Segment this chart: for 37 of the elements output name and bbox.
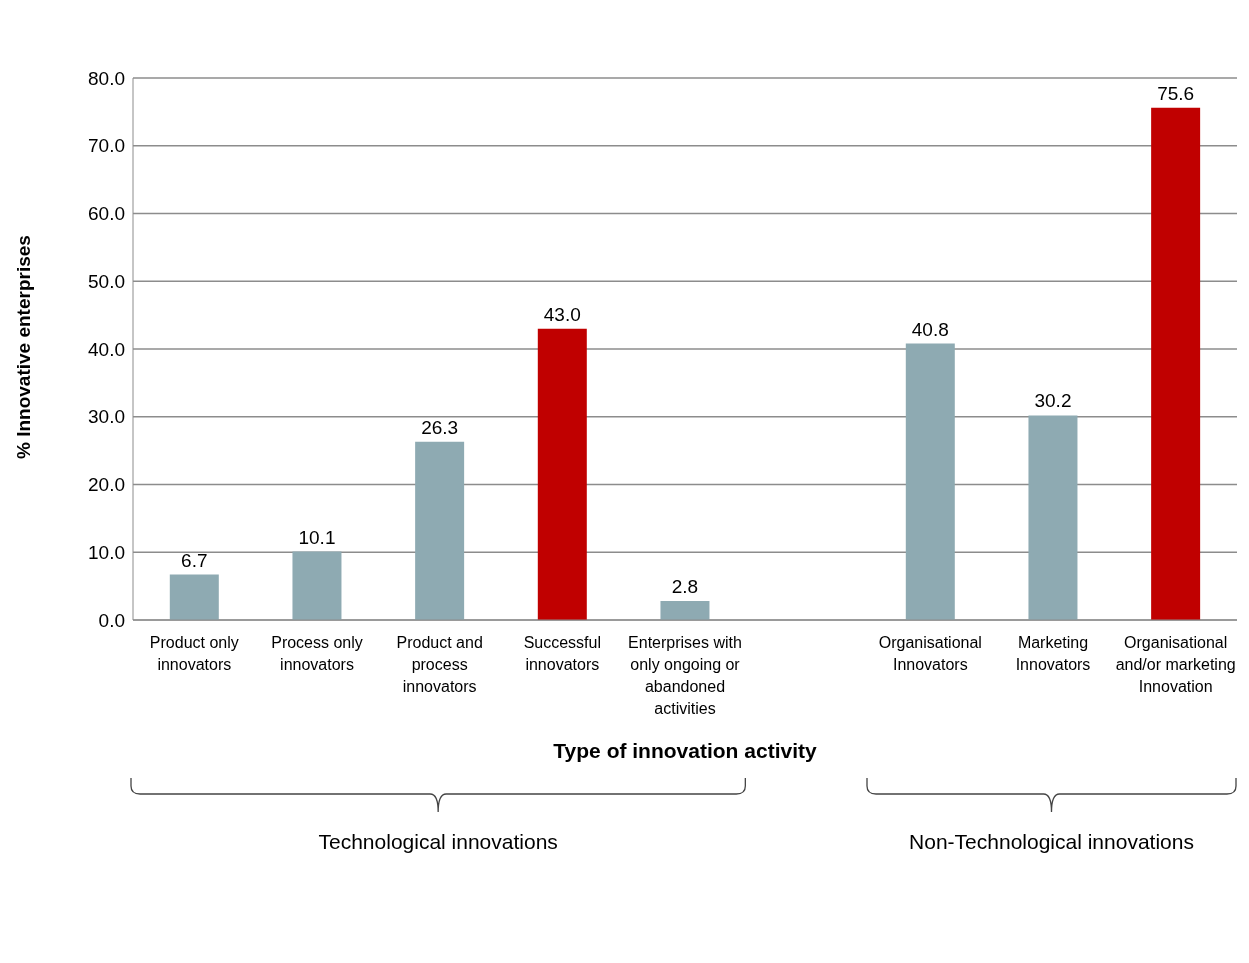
text: Technological innovations <box>317 830 559 854</box>
data-label: 10.1 <box>298 526 336 548</box>
x-tick-label: Marketing Innovators <box>1015 634 1091 673</box>
x-axis-title: Type of innovation activity <box>553 739 817 762</box>
bar <box>415 441 465 620</box>
y-tick-label: 50.0 <box>88 270 125 292</box>
y-tick-label: 20.0 <box>88 474 125 496</box>
data-label: 75.6 <box>1157 82 1195 104</box>
y-tick-label: 40.0 <box>88 338 125 360</box>
y-tick-label: 60.0 <box>88 203 125 225</box>
bar <box>1151 107 1201 620</box>
x-tick-label: Process only innovators <box>271 634 363 673</box>
data-label: 40.8 <box>911 318 949 340</box>
y-tick-label: 80.0 <box>88 67 125 89</box>
bar <box>169 574 219 620</box>
data-label: 2.8 <box>671 576 699 598</box>
data-label: 26.3 <box>421 416 459 438</box>
data-label: 30.2 <box>1034 390 1072 412</box>
x-tick-label: Product and process innovators <box>396 634 483 695</box>
x-tick-label: Enterprises with only ongoing or abandoned activities <box>628 634 742 717</box>
y-axis-title: % Innovative enterprises <box>12 235 34 459</box>
y-tick-label: 70.0 <box>88 135 125 157</box>
y-tick-label: 10.0 <box>88 541 125 563</box>
bar <box>1028 415 1078 620</box>
x-tick-label: Successful innovators <box>523 634 602 673</box>
x-tick-label: Organisational and/or marketing Innovation <box>1115 634 1236 695</box>
bar <box>292 551 342 620</box>
text: Non-Technological innovations <box>908 830 1195 854</box>
y-tick-label: 30.0 <box>88 406 125 428</box>
data-label: 6.7 <box>181 549 208 571</box>
bar <box>660 601 710 620</box>
x-tick-label: Organisational Innovators <box>878 634 982 673</box>
y-tick-label: 0.0 <box>98 609 125 631</box>
bar <box>905 343 955 620</box>
bar <box>537 328 587 620</box>
data-label: 43.0 <box>543 303 581 325</box>
x-tick-label: Product only innovators <box>149 634 239 673</box>
